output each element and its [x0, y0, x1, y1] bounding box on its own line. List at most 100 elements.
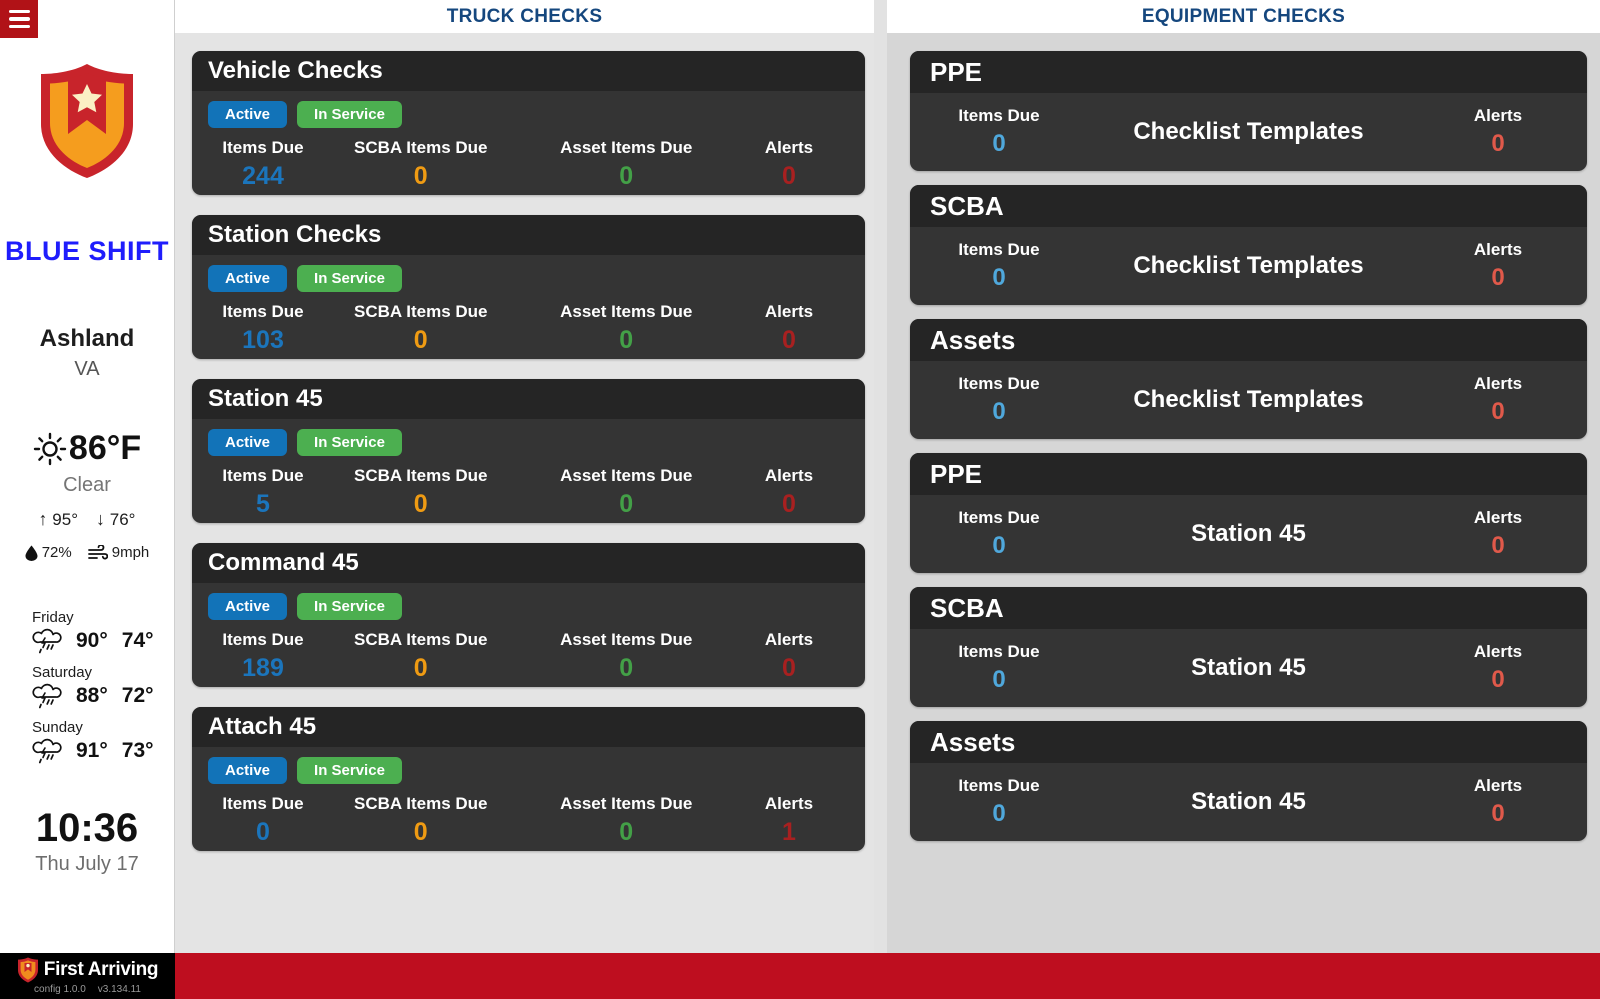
scba-items-due-stat: SCBA Items Due 0 [318, 466, 524, 519]
current-temp: 86°F [68, 429, 142, 467]
in-service-badge: In Service [297, 429, 402, 456]
alerts-stat: Alerts 0 [1423, 106, 1573, 158]
items-due-value: 244 [242, 162, 284, 190]
card-title: PPE [910, 51, 1587, 93]
active-badge: Active [208, 265, 288, 292]
items-due-stat: Items Due 0 [924, 776, 1074, 828]
alerts-stat: Alerts 0 [1423, 776, 1573, 828]
items-due-value: 189 [242, 654, 284, 682]
alerts-stat: Alerts 0 [729, 466, 849, 519]
alerts-value: 0 [1491, 532, 1505, 559]
panel-divider [874, 0, 887, 953]
forecast-low: 72° [121, 684, 154, 707]
forecast-high: 88° [76, 684, 108, 707]
wind-speed: 9mph [87, 544, 149, 561]
equipment-checks-title: EQUIPMENT CHECKS [887, 0, 1600, 33]
card-title: Command 45 [192, 543, 865, 583]
truck-check-card[interactable]: Command 45 Active In Service Items Due 1… [192, 543, 865, 687]
shift-label: BLUE SHIFT [5, 236, 169, 266]
forecast-high: 91° [76, 739, 108, 762]
card-title: SCBA [910, 185, 1587, 227]
card-subtitle: Checklist Templates [1133, 252, 1364, 279]
alerts-stat: Alerts 0 [729, 302, 849, 355]
card-subtitle: Station 45 [1191, 654, 1306, 681]
active-badge: Active [208, 101, 288, 128]
storm-icon [32, 738, 62, 764]
asset-items-due-value: 0 [619, 162, 634, 190]
alerts-value: 0 [1491, 264, 1505, 291]
equipment-check-card[interactable]: SCBA Items Due 0 Station 45 Alerts 0 [910, 587, 1587, 707]
alerts-value: 0 [782, 490, 796, 518]
scba-items-due-stat: SCBA Items Due 0 [318, 302, 524, 355]
items-due-value: 0 [992, 800, 1006, 827]
asset-items-due-stat: Asset Items Due 0 [524, 466, 730, 519]
items-due-stat: Items Due 0 [208, 794, 318, 847]
items-due-value: 103 [242, 326, 284, 354]
equipment-checks-panel: EQUIPMENT CHECKS PPE Items Due 0 Checkli… [887, 0, 1600, 953]
items-due-stat: Items Due 244 [208, 138, 318, 191]
forecast-day-name: Sunday [32, 719, 83, 736]
equipment-cards-list: PPE Items Due 0 Checklist Templates Aler… [887, 33, 1600, 953]
alerts-value: 0 [1491, 398, 1505, 425]
equipment-check-card[interactable]: PPE Items Due 0 Checklist Templates Aler… [910, 51, 1587, 171]
equipment-check-card[interactable]: Assets Items Due 0 Checklist Templates A… [910, 319, 1587, 439]
forecast-high: 90° [76, 629, 108, 652]
clock-time: 10:36 [35, 806, 139, 850]
card-title: Attach 45 [192, 707, 865, 747]
shield-logo-icon [41, 64, 133, 178]
menu-button[interactable] [0, 0, 38, 38]
items-due-stat: Items Due 103 [208, 302, 318, 355]
truck-check-card[interactable]: Station Checks Active In Service Items D… [192, 215, 865, 359]
clock: 10:36 Thu July 17 [0, 806, 174, 876]
alerts-stat: Alerts 0 [1423, 508, 1573, 560]
asset-items-due-value: 0 [619, 654, 634, 682]
department-logo [37, 62, 137, 180]
active-badge: Active [208, 429, 288, 456]
in-service-badge: In Service [297, 757, 402, 784]
low-temp: ↓ 76° [96, 509, 136, 529]
location: Ashland VA [0, 325, 174, 381]
alerts-value: 0 [1491, 666, 1505, 693]
truck-check-card[interactable]: Attach 45 Active In Service Items Due 0 [192, 707, 865, 851]
items-due-stat: Items Due 0 [924, 240, 1074, 292]
items-due-stat: Items Due 0 [924, 106, 1074, 158]
alerts-stat: Alerts 0 [1423, 374, 1573, 426]
in-service-badge: In Service [297, 593, 402, 620]
items-due-stat: Items Due 5 [208, 466, 318, 519]
active-badge: Active [208, 593, 288, 620]
down-arrow-icon: ↓ [96, 509, 105, 529]
asset-items-due-stat: Asset Items Due 0 [524, 630, 730, 683]
items-due-stat: Items Due 0 [924, 374, 1074, 426]
asset-items-due-stat: Asset Items Due 0 [524, 794, 730, 847]
truck-checks-title: TRUCK CHECKS [175, 0, 874, 33]
card-title: Station Checks [192, 215, 865, 255]
alerts-stat: Alerts 0 [1423, 240, 1573, 292]
active-badge: Active [208, 757, 288, 784]
equipment-check-card[interactable]: PPE Items Due 0 Station 45 Alerts 0 [910, 453, 1587, 573]
droplet-icon [25, 545, 38, 561]
truck-check-card[interactable]: Vehicle Checks Active In Service Items D… [192, 51, 865, 195]
card-title: Assets [910, 721, 1587, 763]
forecast-day-name: Saturday [32, 664, 93, 681]
forecast-day-name: Friday [32, 609, 74, 626]
asset-items-due-value: 0 [619, 326, 634, 354]
truck-check-card[interactable]: Station 45 Active In Service Items Due 5 [192, 379, 865, 523]
items-due-value: 0 [992, 666, 1006, 693]
forecast-day: Sunday 91° 73° [32, 719, 174, 764]
equipment-check-card[interactable]: Assets Items Due 0 Station 45 Alerts 0 [910, 721, 1587, 841]
asset-items-due-value: 0 [619, 818, 634, 846]
forecast-low: 74° [121, 629, 154, 652]
scba-items-due-value: 0 [413, 162, 428, 190]
high-temp: ↑ 95° [38, 509, 78, 529]
asset-items-due-value: 0 [619, 490, 634, 518]
alerts-value: 0 [782, 654, 796, 682]
sun-icon [33, 432, 67, 466]
in-service-badge: In Service [297, 101, 402, 128]
card-title: Assets [910, 319, 1587, 361]
equipment-check-card[interactable]: SCBA Items Due 0 Checklist Templates Ale… [910, 185, 1587, 305]
forecast-day: Friday 90° 74° [32, 609, 174, 654]
brand-bar [175, 953, 1600, 999]
card-title: Station 45 [192, 379, 865, 419]
card-title: SCBA [910, 587, 1587, 629]
items-due-value: 0 [992, 532, 1006, 559]
